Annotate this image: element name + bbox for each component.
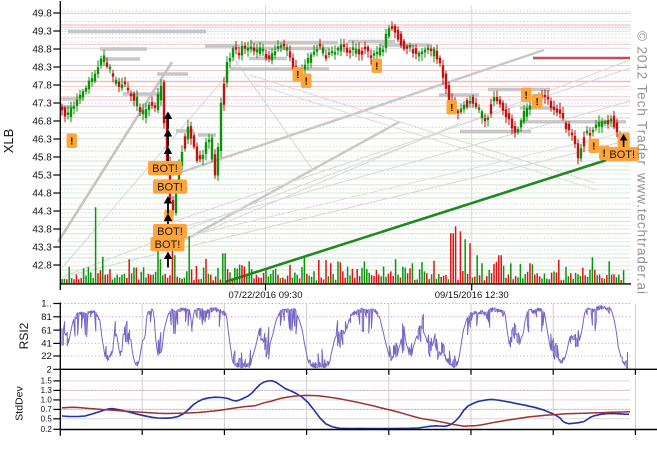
svg-text:49.3: 49.3 — [32, 27, 52, 38]
svg-text:41: 41 — [41, 339, 52, 350]
svg-text:BOT!: BOT! — [157, 226, 183, 238]
svg-text:1.5: 1.5 — [41, 377, 53, 386]
svg-text:XLB: XLB — [1, 129, 16, 154]
svg-text:46.8: 46.8 — [32, 117, 52, 128]
svg-text:© 2012 Tech Trader: © 2012 Tech Trader — [635, 31, 650, 166]
svg-text:!: ! — [536, 97, 539, 108]
svg-text:45.8: 45.8 — [32, 153, 52, 164]
svg-text:!: ! — [375, 61, 378, 72]
svg-text:BOT!: BOT! — [157, 182, 183, 194]
svg-text:!: ! — [603, 148, 606, 159]
svg-text:1.0: 1.0 — [41, 396, 53, 405]
svg-text:48.3: 48.3 — [32, 63, 52, 74]
svg-text:07/22/2016 09:30: 07/22/2016 09:30 — [229, 290, 303, 301]
svg-text:0.7: 0.7 — [41, 405, 53, 414]
svg-text:42.8: 42.8 — [32, 261, 52, 272]
svg-text:1.3: 1.3 — [41, 386, 53, 395]
svg-text:45.3: 45.3 — [32, 171, 52, 182]
svg-text:44.3: 44.3 — [32, 207, 52, 218]
svg-text:48.8: 48.8 — [32, 45, 52, 56]
svg-text:!: ! — [450, 103, 453, 114]
svg-text:61: 61 — [41, 325, 52, 336]
svg-text:43.8: 43.8 — [32, 225, 52, 236]
svg-text:!: ! — [592, 141, 595, 152]
svg-text:46.3: 46.3 — [32, 135, 52, 146]
svg-text:BOT!: BOT! — [155, 239, 181, 251]
svg-text:44.8: 44.8 — [32, 189, 52, 200]
svg-text:1..: 1.. — [41, 299, 52, 310]
svg-text:BOT!: BOT! — [609, 149, 635, 161]
svg-text:09/15/2016 12:30: 09/15/2016 12:30 — [435, 290, 509, 301]
svg-text:!: ! — [296, 70, 299, 81]
svg-text:!: ! — [70, 136, 73, 147]
svg-text:22: 22 — [41, 351, 52, 362]
svg-text:0.2: 0.2 — [41, 425, 53, 434]
svg-text:49.8: 49.8 — [32, 9, 52, 20]
svg-text:StdDev: StdDev — [14, 386, 26, 421]
svg-text:0.5: 0.5 — [41, 415, 53, 424]
svg-text:www.techtrader.ai: www.techtrader.ai — [635, 172, 650, 295]
svg-text:47.3: 47.3 — [32, 99, 52, 110]
svg-text:BOT!: BOT! — [152, 163, 178, 175]
svg-text:RSI2: RSI2 — [17, 322, 31, 349]
svg-text:47.8: 47.8 — [32, 81, 52, 92]
svg-text:81: 81 — [41, 312, 52, 323]
svg-text:2: 2 — [47, 365, 52, 376]
svg-text:43.3: 43.3 — [32, 243, 52, 254]
svg-text:!: ! — [305, 76, 308, 87]
svg-text:!: ! — [525, 90, 528, 101]
